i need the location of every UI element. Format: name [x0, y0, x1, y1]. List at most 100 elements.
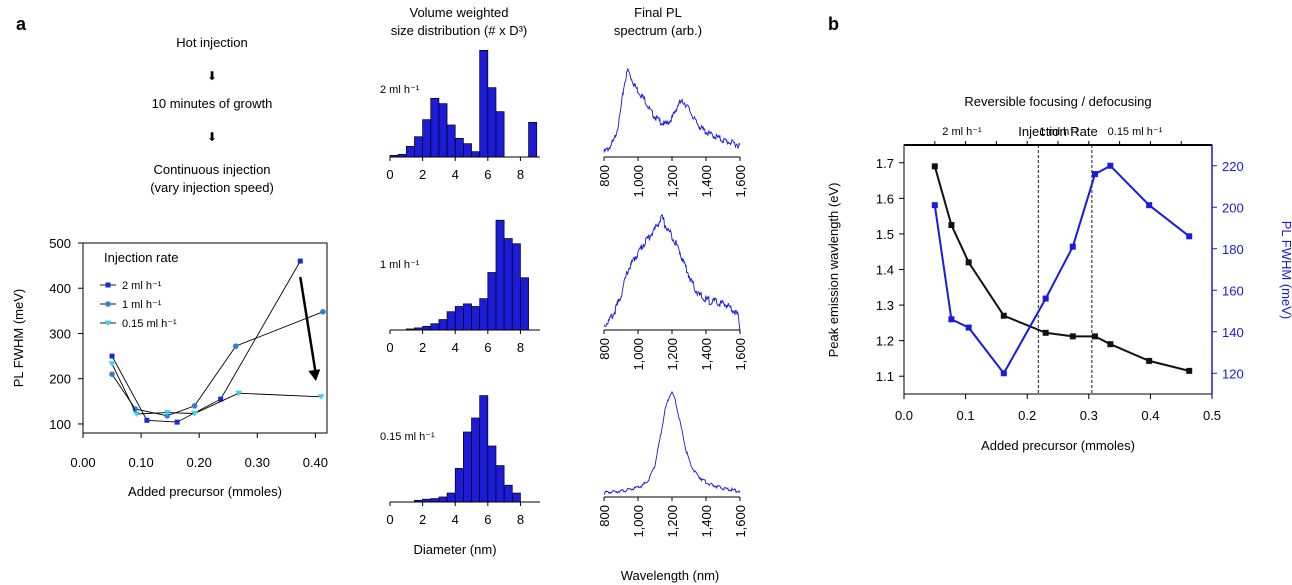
- focusing-xtick-label: 0.2: [1018, 408, 1036, 423]
- size-header-line2: size distribution (# x D³): [391, 23, 528, 38]
- fwhm-data-point: [317, 394, 325, 400]
- histogram-bar: [422, 325, 432, 331]
- size-histogram-1ml: 0 2 4 6 8: [386, 219, 540, 355]
- focusing-data-point: [931, 202, 938, 209]
- focusing-y2label: PL FWHM (meV): [1279, 221, 1292, 319]
- histogram-bar: [454, 306, 464, 331]
- legend-marker: [105, 282, 111, 288]
- pl-spectrum-trace: [603, 214, 741, 331]
- spectrum-xtick-label: 1,000: [631, 338, 646, 371]
- fwhm-data-point: [218, 396, 224, 402]
- histogram-xtick-label: 0: [386, 167, 393, 182]
- focusing-y2tick-label: 180: [1222, 242, 1244, 257]
- fwhm-xtick-label: 0.30: [245, 455, 270, 470]
- histogram-bar: [422, 119, 432, 158]
- focusing-y2tick-label: 140: [1222, 325, 1244, 340]
- focusing-plot-frame: [903, 144, 1213, 395]
- flow-step-1: Hot injection: [176, 35, 248, 50]
- focusing-data-point: [1091, 171, 1098, 178]
- pl-spectrum-2ml: 800 1,000 1,200 1,400 1,600: [597, 68, 748, 198]
- histogram-bar: [503, 238, 513, 331]
- histogram-bar: [438, 319, 448, 331]
- focusing-xtick-label: 0.1: [957, 408, 975, 423]
- focusing-ytick-label: 1.2: [876, 334, 894, 349]
- focusing-xtick-label: 0.3: [1080, 408, 1098, 423]
- histogram-xtick-label: 8: [517, 167, 524, 182]
- focusing-data-point: [1146, 357, 1153, 364]
- focusing-data-point: [1042, 295, 1049, 302]
- focusing-xtick-label: 0.0: [895, 408, 913, 423]
- trend-arrow-head-icon: [308, 369, 321, 381]
- focusing-xtick-label: 0.4: [1141, 408, 1159, 423]
- focusing-data-point: [1091, 333, 1098, 340]
- row-label-2ml: 2 ml h⁻¹: [380, 84, 420, 96]
- row-labels: 2 ml h⁻¹ 1 ml h⁻¹ 0.15 ml h⁻¹: [380, 84, 435, 443]
- pl-spectrum-trace: [603, 68, 741, 153]
- histogram-bar: [471, 306, 481, 331]
- spectrum-xtick-label: 1,200: [665, 505, 680, 538]
- histogram-xtick-label: 2: [419, 340, 426, 355]
- focusing-ytick-label: 1.6: [876, 191, 894, 206]
- row-label-1ml: 1 ml h⁻¹: [380, 259, 420, 271]
- pl-spectrum-1ml: 800 1,000 1,200 1,400 1,600: [597, 214, 748, 371]
- histogram-bar: [446, 124, 456, 158]
- focusing-data-point: [1107, 162, 1114, 169]
- histogram-bar: [471, 151, 481, 158]
- histogram-bar: [438, 103, 448, 158]
- size-histogram-2ml: 0 2 4 6 8: [386, 49, 540, 182]
- histogram-xtick-label: 6: [484, 512, 491, 527]
- histogram-xtick-label: 8: [517, 340, 524, 355]
- legend-label: 0.15 ml h⁻¹: [122, 318, 177, 330]
- histogram-bar: [454, 137, 464, 158]
- flow-step-3-line2: (vary injection speed): [150, 180, 274, 195]
- fwhm-data-point: [109, 353, 115, 359]
- histogram-xtick-label: 0: [386, 512, 393, 527]
- spectrum-xtick-label: 1,000: [631, 165, 646, 198]
- spectrum-xtick-label: 1,600: [733, 338, 748, 371]
- pl-header-line2: spectrum (arb.): [614, 23, 702, 38]
- histogram-bar: [479, 395, 489, 503]
- histogram-bar: [405, 145, 415, 158]
- panel-b-label: b: [828, 14, 839, 34]
- fwhm-data-point: [132, 406, 139, 412]
- focusing-data-point: [965, 324, 972, 331]
- histogram-bar: [520, 277, 529, 331]
- spectrum-xtick-label: 1,000: [631, 505, 646, 538]
- trend-arrow-shaft: [299, 276, 318, 376]
- fwhm-data-point: [163, 410, 171, 416]
- legend-marker: [105, 301, 111, 307]
- spectrum-xtick-label: 1,400: [699, 165, 714, 198]
- fwhm-xtick-label: 0.00: [70, 455, 95, 470]
- histogram-bar: [487, 87, 497, 158]
- spectrum-xtick-label: 800: [597, 505, 612, 527]
- fwhm-data-point: [109, 371, 115, 377]
- rate-label-015ml: 0.15 ml h⁻¹: [1108, 126, 1163, 138]
- fwhm-ytick-label: 400: [49, 281, 71, 296]
- spectrum-xtick-label: 800: [597, 338, 612, 360]
- focusing-ylabel: Peak emission wavlength (eV): [826, 183, 841, 358]
- flow-arrow-down-icon: ⬇: [207, 130, 217, 144]
- fwhm-series-line: [111, 363, 322, 415]
- rate-labels: 2 ml h⁻¹ 1 ml h⁻¹ 0.15 ml h⁻¹: [942, 126, 1162, 138]
- histogram-xtick-label: 6: [484, 167, 491, 182]
- legend-label: 1 ml h⁻¹: [122, 299, 162, 311]
- fwhm-ytick-label: 500: [49, 236, 71, 251]
- histogram-bar: [495, 465, 505, 503]
- fwhm-ylabel: PL FWHM (meV): [11, 289, 26, 387]
- fwhm-ytick-label: 200: [49, 372, 71, 387]
- histogram-bar: [511, 243, 521, 331]
- histogram-bar: [463, 303, 472, 331]
- pl-spectrum-015ml: 800 1,000 1,200 1,400 1,600: [597, 391, 748, 538]
- fwhm-plot-frame: [82, 242, 328, 434]
- histogram-bar: [487, 445, 497, 503]
- histogram-bar: [430, 498, 440, 503]
- wavelength-xlabel: Wavelength (nm): [621, 568, 720, 583]
- histogram-bar: [446, 311, 456, 331]
- focusing-ytick-label: 1.5: [876, 227, 894, 242]
- fwhm-data-point: [235, 390, 243, 397]
- spectrum-xtick-label: 1,200: [665, 165, 680, 198]
- fwhm-data-point: [191, 411, 199, 417]
- focusing-data-point: [965, 259, 972, 266]
- fwhm-ytick-label: 300: [49, 326, 71, 341]
- focusing-y2tick-label: 220: [1222, 159, 1244, 174]
